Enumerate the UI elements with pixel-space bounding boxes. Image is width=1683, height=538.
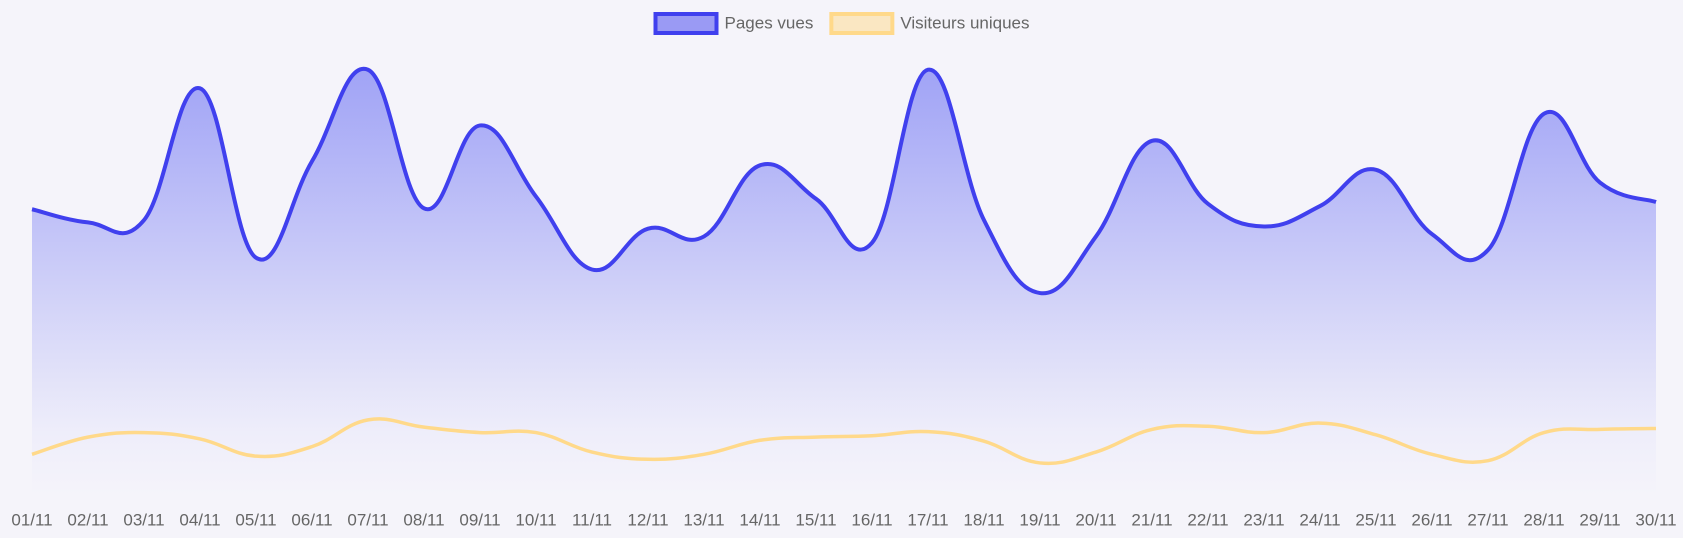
x-tick-label: 26/11 <box>1411 510 1452 529</box>
x-tick-label: 08/11 <box>403 510 444 529</box>
line <box>31 66 1657 296</box>
legend-swatch <box>653 12 719 35</box>
x-tick-label: 04/11 <box>179 510 220 529</box>
x-tick-label: 21/11 <box>1131 510 1172 529</box>
x-tick-label: 14/11 <box>739 510 780 529</box>
legend: Pages vues Visiteurs uniques <box>653 12 1030 35</box>
x-tick-label: 10/11 <box>515 510 556 529</box>
x-tick-label: 28/11 <box>1523 510 1564 529</box>
x-tick-label: 27/11 <box>1467 510 1508 529</box>
x-tick-label: 15/11 <box>795 510 836 529</box>
x-tick-label: 03/11 <box>123 510 164 529</box>
x-tick-label: 30/11 <box>1635 510 1676 529</box>
x-tick-label: 11/11 <box>572 510 612 529</box>
x-tick-label: 05/11 <box>235 510 276 529</box>
legend-item: Pages vues <box>653 12 814 35</box>
x-tick-label: 25/11 <box>1355 510 1396 529</box>
x-tick-label: 17/11 <box>907 510 948 529</box>
x-tick-label: 16/11 <box>851 510 892 529</box>
x-tick-label: 18/11 <box>963 510 1004 529</box>
legend-swatch <box>829 12 895 35</box>
x-tick-label: 09/11 <box>459 510 500 529</box>
x-tick-label: 24/11 <box>1299 510 1340 529</box>
x-tick-label: 22/11 <box>1187 510 1228 529</box>
legend-label: Visiteurs uniques <box>900 13 1029 32</box>
x-tick-label: 07/11 <box>347 510 388 529</box>
x-tick-label: 06/11 <box>291 510 332 529</box>
legend-item: Visiteurs uniques <box>829 12 1030 35</box>
x-tick-label: 20/11 <box>1075 510 1116 529</box>
x-tick-label: 13/11 <box>683 510 724 529</box>
x-tick-label: 01/11 <box>11 510 52 529</box>
line <box>31 417 1657 466</box>
x-tick-label: 12/11 <box>627 510 668 529</box>
area <box>32 68 1656 496</box>
x-tick-label: 23/11 <box>1243 510 1284 529</box>
legend-label: Pages vues <box>725 13 814 32</box>
x-tick-label: 19/11 <box>1019 510 1060 529</box>
x-tick-label: 29/11 <box>1579 510 1620 529</box>
x-tick-label: 02/11 <box>67 510 108 529</box>
